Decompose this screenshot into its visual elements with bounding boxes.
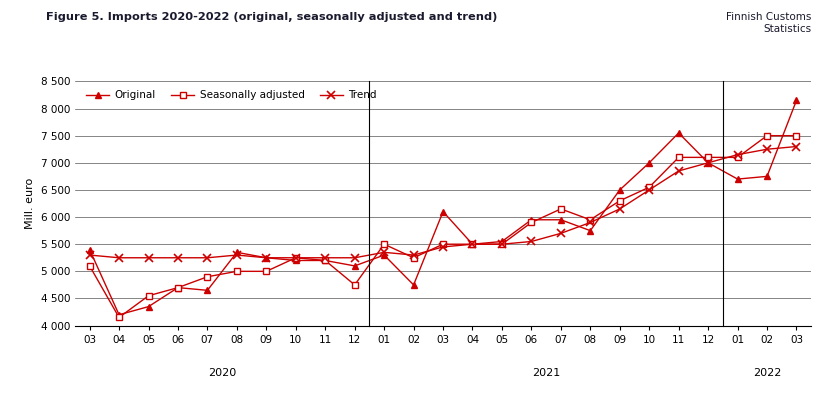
Seasonally adjusted bbox=[85, 263, 95, 268]
Original bbox=[144, 304, 154, 309]
Original bbox=[409, 282, 418, 287]
Trend bbox=[261, 255, 271, 260]
Seasonally adjusted bbox=[202, 274, 212, 279]
Trend bbox=[85, 253, 95, 258]
Text: Figure 5. Imports 2020-2022 (original, seasonally adjusted and trend): Figure 5. Imports 2020-2022 (original, s… bbox=[46, 12, 498, 22]
Line: Seasonally adjusted: Seasonally adjusted bbox=[87, 133, 800, 321]
Seasonally adjusted bbox=[232, 269, 242, 274]
Seasonally adjusted bbox=[114, 315, 124, 320]
Seasonally adjusted bbox=[586, 217, 596, 222]
Original bbox=[379, 253, 389, 258]
Original bbox=[349, 263, 359, 268]
Seasonally adjusted bbox=[144, 293, 154, 298]
Seasonally adjusted bbox=[762, 133, 772, 138]
Line: Trend: Trend bbox=[86, 143, 800, 262]
Trend bbox=[644, 188, 654, 193]
Trend bbox=[320, 255, 330, 260]
Original bbox=[674, 131, 684, 136]
Line: Original: Original bbox=[87, 97, 800, 318]
Trend bbox=[379, 250, 389, 255]
Original bbox=[762, 174, 772, 179]
Text: Finnish Customs
Statistics: Finnish Customs Statistics bbox=[726, 12, 811, 34]
Text: 2020: 2020 bbox=[208, 368, 236, 379]
Seasonally adjusted bbox=[261, 269, 271, 274]
Trend bbox=[349, 255, 359, 260]
Seasonally adjusted bbox=[291, 255, 301, 260]
Trend bbox=[791, 144, 801, 149]
Trend bbox=[527, 239, 537, 244]
Original bbox=[468, 242, 478, 247]
Trend bbox=[762, 147, 772, 152]
Trend bbox=[173, 255, 183, 260]
Seasonally adjusted bbox=[497, 242, 507, 247]
Seasonally adjusted bbox=[468, 242, 478, 247]
Trend bbox=[438, 245, 448, 249]
Original bbox=[556, 217, 566, 222]
Seasonally adjusted bbox=[173, 285, 183, 290]
Trend bbox=[144, 255, 154, 260]
Text: 2021: 2021 bbox=[532, 368, 560, 379]
Trend bbox=[703, 160, 713, 165]
Original bbox=[497, 239, 507, 244]
Seasonally adjusted bbox=[556, 206, 566, 211]
Trend bbox=[468, 242, 478, 247]
Trend bbox=[497, 242, 507, 247]
Original bbox=[644, 160, 654, 165]
Original bbox=[291, 258, 301, 263]
Trend bbox=[202, 255, 212, 260]
Seasonally adjusted bbox=[732, 155, 742, 160]
Seasonally adjusted bbox=[320, 258, 330, 263]
Trend bbox=[556, 231, 566, 236]
Y-axis label: Mill. euro: Mill. euro bbox=[25, 178, 35, 229]
Original bbox=[202, 288, 212, 293]
Legend: Original, Seasonally adjusted, Trend: Original, Seasonally adjusted, Trend bbox=[82, 86, 381, 105]
Trend bbox=[732, 152, 742, 157]
Original bbox=[791, 98, 801, 103]
Seasonally adjusted bbox=[379, 242, 389, 247]
Trend bbox=[586, 220, 596, 225]
Seasonally adjusted bbox=[644, 185, 654, 190]
Trend bbox=[291, 255, 301, 260]
Seasonally adjusted bbox=[703, 155, 713, 160]
Original bbox=[173, 285, 183, 290]
Original bbox=[85, 247, 95, 252]
Original bbox=[114, 312, 124, 317]
Text: 2022: 2022 bbox=[753, 368, 781, 379]
Original bbox=[320, 258, 330, 263]
Seasonally adjusted bbox=[349, 282, 359, 287]
Trend bbox=[114, 255, 124, 260]
Original bbox=[615, 188, 625, 193]
Seasonally adjusted bbox=[791, 133, 801, 138]
Seasonally adjusted bbox=[527, 220, 537, 225]
Trend bbox=[615, 206, 625, 211]
Trend bbox=[674, 168, 684, 173]
Original bbox=[732, 177, 742, 182]
Seasonally adjusted bbox=[409, 255, 418, 260]
Seasonally adjusted bbox=[674, 155, 684, 160]
Original bbox=[527, 217, 537, 222]
Original bbox=[261, 255, 271, 260]
Trend bbox=[409, 253, 418, 258]
Original bbox=[586, 228, 596, 233]
Original bbox=[703, 160, 713, 165]
Seasonally adjusted bbox=[438, 242, 448, 247]
Original bbox=[232, 250, 242, 255]
Seasonally adjusted bbox=[615, 198, 625, 203]
Original bbox=[438, 209, 448, 214]
Trend bbox=[232, 253, 242, 258]
